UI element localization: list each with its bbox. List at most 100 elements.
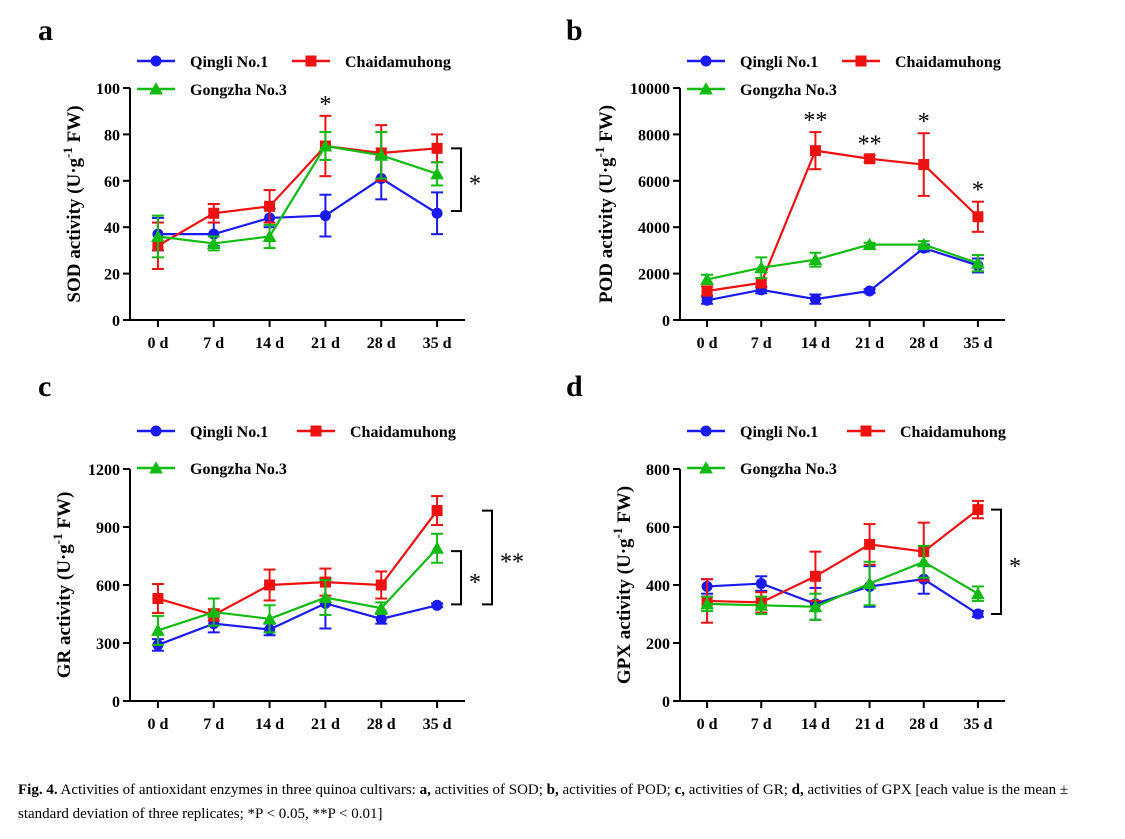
bracket-line bbox=[991, 508, 1002, 615]
y-tick-label: 60 bbox=[104, 174, 120, 191]
series-line bbox=[157, 144, 438, 245]
significance-bracket: * bbox=[451, 147, 481, 212]
legend-label: Gongzha No.3 bbox=[190, 461, 287, 478]
legend-label: Gongzha No.3 bbox=[740, 82, 837, 99]
data-point bbox=[431, 142, 443, 154]
bracket-label: * bbox=[469, 172, 481, 198]
significance-star: * bbox=[319, 92, 331, 118]
y-tick-label: 900 bbox=[96, 520, 120, 537]
y-axis-title-end: FW) bbox=[64, 105, 85, 147]
bracket-line bbox=[451, 550, 462, 606]
data-point bbox=[972, 211, 984, 223]
y-tick-label: 8000 bbox=[638, 127, 670, 144]
chart-panel-a: a 0 20 40 60 80 100 0 d 7 d 14 d 21 d 28 d 35 d SOD a… bbox=[38, 14, 481, 352]
series-line bbox=[707, 560, 979, 608]
series-qingli-no-1 bbox=[151, 156, 444, 252]
y-tick-label: 0 bbox=[662, 313, 670, 330]
series-line bbox=[157, 177, 438, 236]
y-tick-label: 0 bbox=[112, 313, 120, 330]
data-point bbox=[972, 608, 984, 620]
x-tick-label: 28 d bbox=[367, 335, 396, 352]
x-tick-label: 7 d bbox=[203, 335, 224, 352]
y-tick-label: 800 bbox=[646, 462, 670, 479]
data-point bbox=[918, 159, 930, 171]
series-line bbox=[706, 243, 979, 281]
bracket-line bbox=[451, 147, 462, 212]
data-point bbox=[318, 139, 333, 152]
x-tick-label: 7 d bbox=[751, 716, 772, 733]
data-point bbox=[431, 207, 443, 219]
data-point bbox=[375, 579, 387, 591]
data-point bbox=[700, 596, 714, 610]
legend-label: Qingli No.1 bbox=[740, 54, 818, 71]
x-tick-label: 0 d bbox=[147, 716, 168, 733]
y-axis-title-sup: -1 bbox=[60, 147, 75, 158]
legend-entry-chaidamuhong: Chaidamuhong bbox=[297, 424, 456, 441]
x-tick-label: 0 d bbox=[697, 716, 718, 733]
data-point bbox=[264, 579, 276, 591]
legend-marker bbox=[149, 82, 163, 95]
series-line bbox=[157, 509, 438, 617]
series-line bbox=[157, 602, 438, 646]
caption-b-label: b, bbox=[546, 782, 559, 798]
data-point bbox=[808, 599, 823, 613]
y-axis-title-end: FW) bbox=[614, 486, 635, 528]
x-tick-label: 28 d bbox=[367, 716, 396, 733]
bracket-label: ** bbox=[500, 549, 524, 575]
data-point bbox=[152, 593, 164, 605]
legend-label: Chaidamuhong bbox=[350, 424, 456, 441]
x-tick-label: 0 d bbox=[147, 335, 168, 352]
y-tick-label: 400 bbox=[646, 578, 670, 595]
series-line bbox=[707, 508, 979, 604]
data-point bbox=[809, 570, 821, 582]
data-point bbox=[971, 256, 985, 269]
data-point bbox=[809, 293, 821, 305]
x-tick-label: 21 d bbox=[311, 335, 340, 352]
y-axis-title-end: FW) bbox=[596, 105, 617, 147]
figure-caption: Fig. 4. Activities of antioxidant enzyme… bbox=[18, 778, 1113, 826]
panel-letter-c: c bbox=[38, 370, 51, 403]
bracket-label: * bbox=[469, 570, 481, 596]
legend-marker bbox=[699, 461, 713, 474]
significance-bracket: ** bbox=[482, 509, 524, 606]
caption-b-text: activities of POD; bbox=[558, 782, 675, 798]
y-tick-label: 100 bbox=[96, 81, 120, 98]
series-gongzha-no-3 bbox=[151, 131, 444, 259]
x-tick-label: 14 d bbox=[255, 335, 284, 352]
y-tick-label: 40 bbox=[104, 220, 120, 237]
data-point bbox=[862, 576, 877, 590]
legend-label: Chaidamuhong bbox=[895, 54, 1001, 71]
y-tick-label: 1200 bbox=[88, 462, 120, 479]
legend-label: Gongzha No.3 bbox=[190, 82, 287, 99]
legend-entry-qingli-no-1: Qingli No.1 bbox=[137, 54, 268, 71]
data-point bbox=[374, 601, 389, 614]
data-point bbox=[864, 153, 876, 165]
x-tick-label: 0 d bbox=[697, 335, 718, 352]
y-tick-label: 600 bbox=[646, 520, 670, 537]
x-tick-label: 35 d bbox=[963, 335, 992, 352]
panel-letter-b: b bbox=[566, 14, 583, 47]
series-line bbox=[706, 149, 979, 293]
y-axis-title: GPX activity (U·g-1 FW) bbox=[610, 486, 635, 684]
y-tick-label: 0 bbox=[662, 694, 670, 711]
x-tick-label: 21 d bbox=[855, 716, 884, 733]
legend-marker bbox=[700, 425, 712, 437]
legend-marker bbox=[310, 425, 322, 437]
y-tick-label: 2000 bbox=[638, 267, 670, 284]
legend-entry-gongzha-no-3: Gongzha No.3 bbox=[687, 82, 837, 99]
y-axis-title: GR activity (U·g-1 FW) bbox=[50, 492, 75, 679]
y-tick-label: 4000 bbox=[638, 220, 670, 237]
significance-bracket: * bbox=[991, 508, 1021, 615]
significance-star: * bbox=[972, 178, 984, 204]
data-point bbox=[701, 294, 713, 306]
caption-d-label: d, bbox=[791, 782, 804, 798]
legend-entry-chaidamuhong: Chaidamuhong bbox=[847, 424, 1006, 441]
legend-marker bbox=[860, 425, 872, 437]
x-tick-label: 14 d bbox=[255, 716, 284, 733]
data-point bbox=[755, 578, 767, 590]
x-tick-label: 35 d bbox=[963, 716, 992, 733]
y-axis-title-main: POD activity (U·g bbox=[596, 157, 617, 303]
significance-bracket: * bbox=[451, 550, 481, 606]
y-tick-label: 80 bbox=[104, 127, 120, 144]
caption-d-text: activities of GPX [each value is the mea… bbox=[18, 782, 1069, 822]
